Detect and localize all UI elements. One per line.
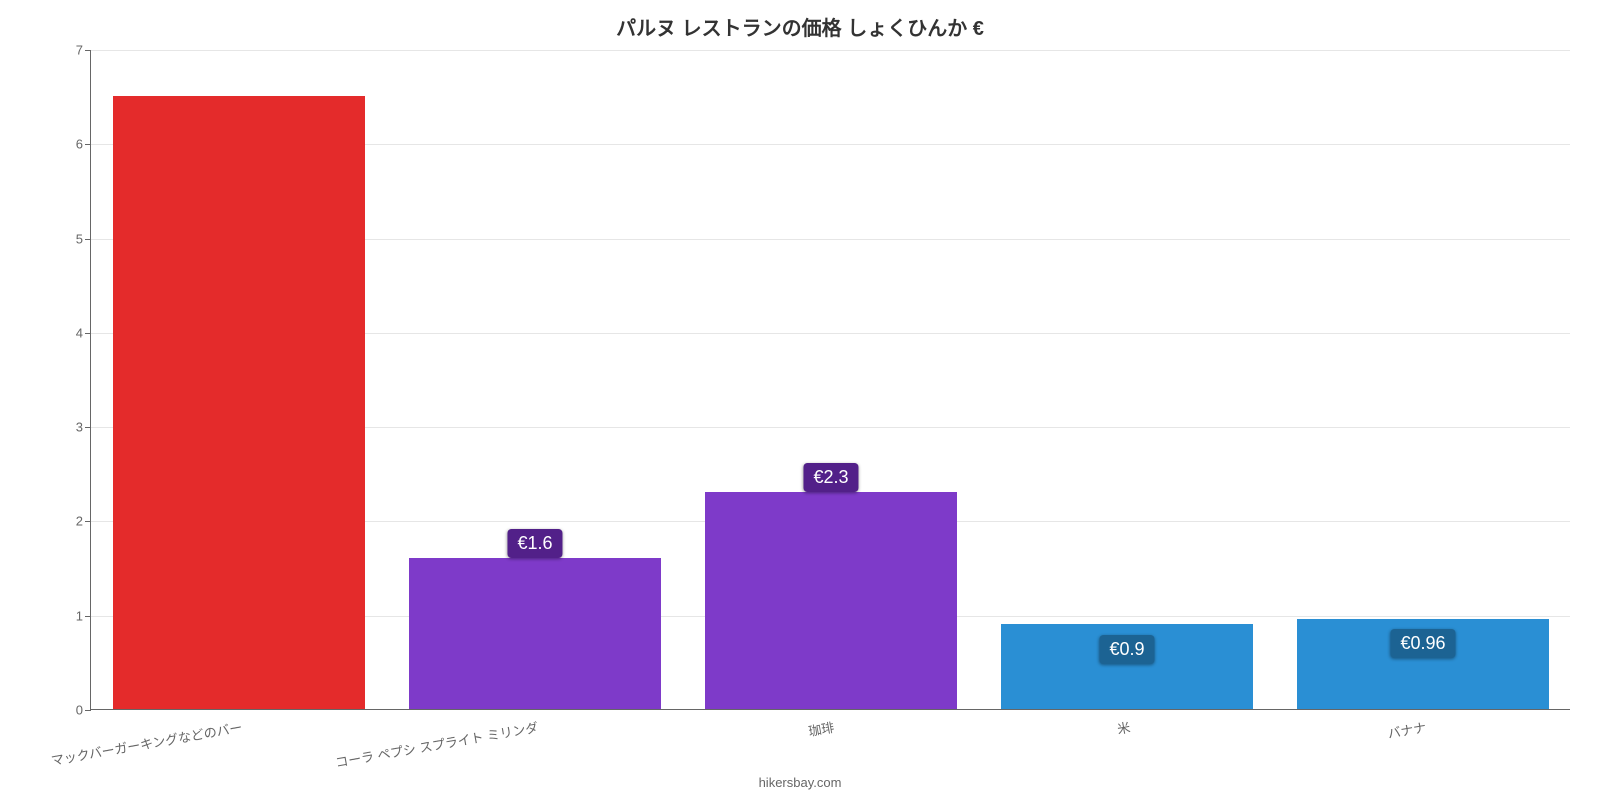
xtick-label: バナナ [1385,709,1428,742]
xtick-label: 米 [1114,709,1132,738]
bar-value-label: €0.9 [1099,635,1154,664]
ytick-label: 0 [76,703,91,718]
ytick-label: 6 [76,137,91,152]
xtick-label: マックバーガーキングなどのバー [48,709,244,769]
ytick-label: 1 [76,608,91,623]
bar [705,492,957,709]
ytick-label: 7 [76,43,91,58]
xtick-label: コーラ ペプシ スプライト ミリンダ [332,709,539,771]
ytick-label: 2 [76,514,91,529]
chart-footer-credit: hikersbay.com [0,775,1600,790]
bar-value-label: €0.96 [1390,629,1455,658]
xtick-label: 珈琲 [805,709,835,740]
gridline [91,50,1570,51]
ytick-label: 5 [76,231,91,246]
ytick-label: 3 [76,420,91,435]
ytick-label: 4 [76,325,91,340]
bar-value-label: €1.6 [507,529,562,558]
bar [409,558,661,709]
chart-title: パルヌ レストランの価格 しょくひんか € [0,12,1600,41]
bar [113,96,365,709]
price-bar-chart: パルヌ レストランの価格 しょくひんか € 01234567€6.5マックバーガ… [0,0,1600,800]
bar-value-label: €2.3 [803,463,858,492]
plot-area: 01234567€6.5マックバーガーキングなどのバー€1.6コーラ ペプシ ス… [90,50,1570,710]
